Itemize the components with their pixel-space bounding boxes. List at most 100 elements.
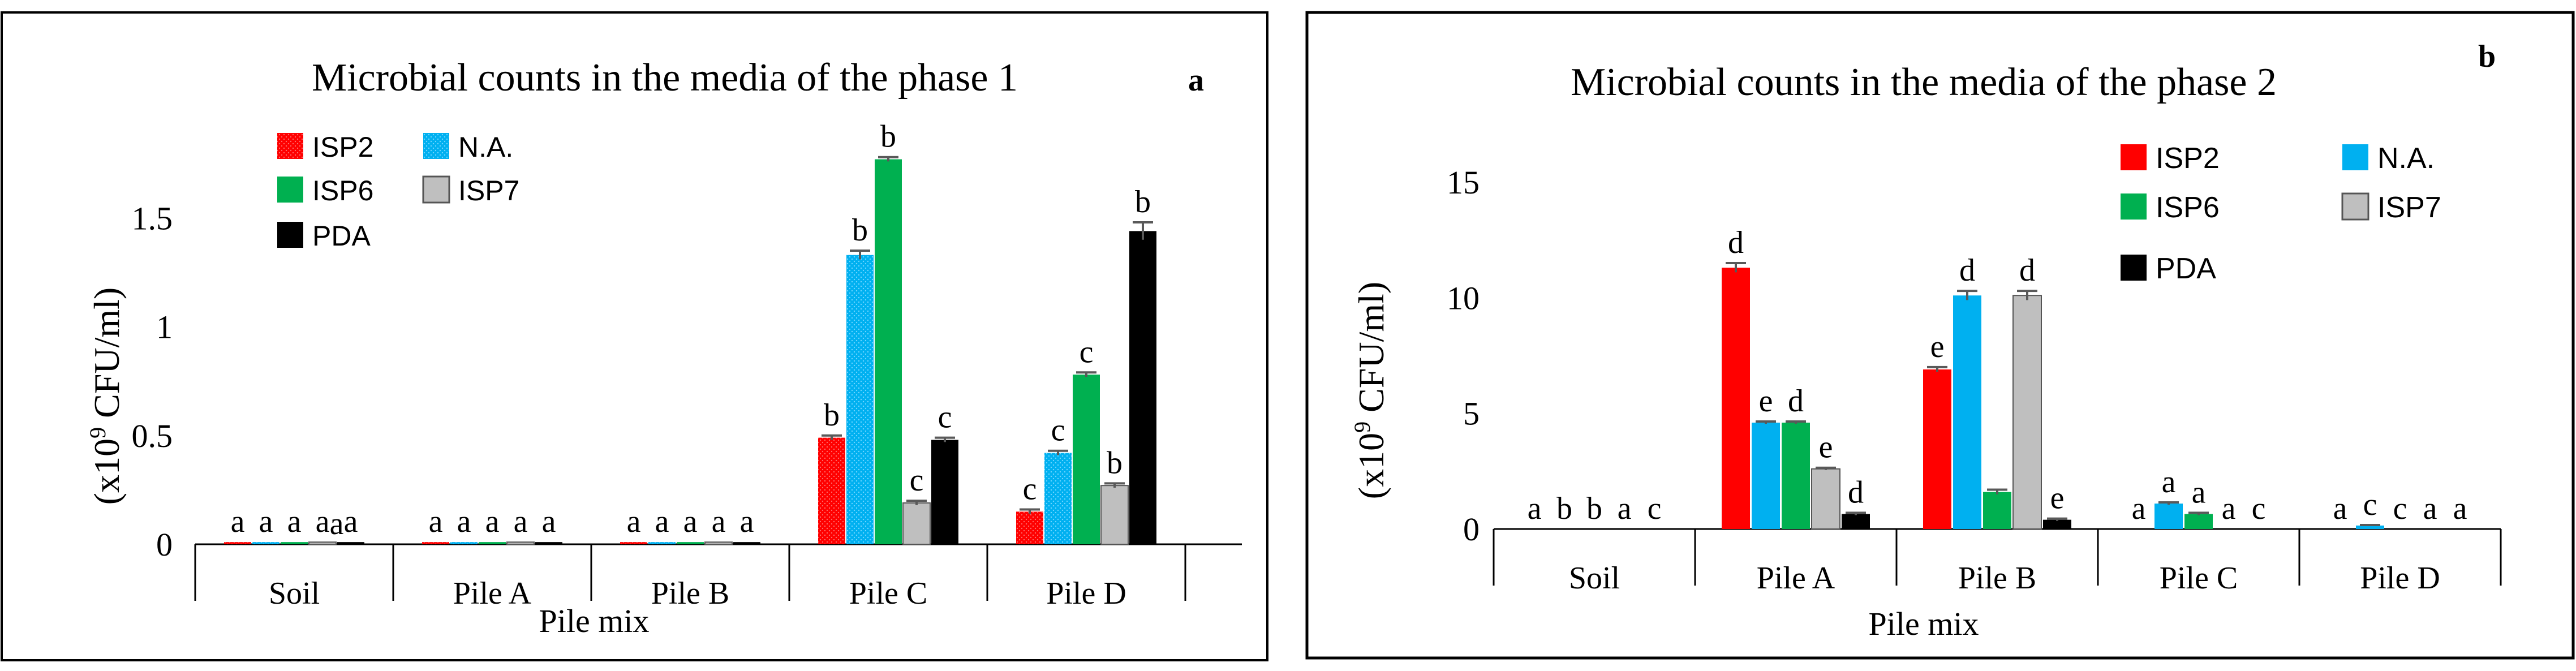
chart-a-significance-letter: a xyxy=(655,504,669,539)
chart-a-bar-isp6-pile-d xyxy=(1073,375,1100,544)
chart-a-bar-na.-pile-a xyxy=(450,542,478,544)
chart-b-legend-label-isp6: ISP6 xyxy=(2156,191,2220,224)
chart-b-bar-na.-pile-b xyxy=(1953,295,1981,529)
panel-a-x-axis-label: Pile mix xyxy=(539,603,650,639)
chart-b-significance-letter: c xyxy=(2393,491,2407,526)
chart-b-ytick-label: 10 xyxy=(1447,279,1480,316)
chart-a-significance-letter: a xyxy=(429,504,443,539)
chart-a-ytick-label: 1.5 xyxy=(132,200,173,236)
chart-b-significance-letter: e xyxy=(1819,430,1833,465)
chart-a-legend-swatch-na. xyxy=(423,133,449,159)
chart-b-significance-letter: d xyxy=(1848,475,1864,510)
panel-a-title: Microbial counts in the media of the pha… xyxy=(312,56,1018,100)
chart-b-bar-isp6-pile-b xyxy=(1983,492,2011,529)
chart-b-significance-letter: a xyxy=(1528,491,1542,526)
chart-b-significance-letter: e xyxy=(1930,329,1945,364)
chart-b-category-label: Pile B xyxy=(1958,561,2036,596)
chart-b-ytick-label: 0 xyxy=(1463,511,1480,548)
chart-a-significance-letter: a xyxy=(231,504,245,539)
chart-a-significance-letter: a xyxy=(683,504,698,539)
chart-b-legend-label-isp2: ISP2 xyxy=(2156,142,2220,175)
chart-a-legend-label-isp7: ISP7 xyxy=(458,175,519,207)
chart-b-bar-isp7-pile-b xyxy=(2012,295,2042,530)
panel-a-label: a xyxy=(1188,63,1204,98)
chart-b-significance-letter: a xyxy=(2222,491,2236,526)
chart-a-significance-letter: b xyxy=(880,119,896,154)
chart-a-legend-swatch-isp2 xyxy=(277,133,303,159)
chart-a-ytick-label: 0 xyxy=(156,526,173,563)
chart-a-legend-swatch-pda xyxy=(277,222,303,248)
chart-a-significance-letter: a xyxy=(542,504,556,539)
chart-a-bar-isp7-pile-a xyxy=(506,541,535,545)
chart-b-category-label: Pile A xyxy=(1757,561,1835,596)
chart-b-significance-letter: a xyxy=(2453,491,2467,526)
chart-a-bar-na.-pile-b xyxy=(648,542,676,544)
chart-b-bar-na.-pile-c xyxy=(2154,504,2183,529)
chart-b-bar-pda-pile-b xyxy=(2043,519,2071,529)
chart-a-category-label: Pile A xyxy=(453,576,532,611)
panel-b-title: Microbial counts in the media of the pha… xyxy=(1571,61,2277,104)
chart-b-bar-pda-pile-a xyxy=(1842,514,1870,529)
chart-b-significance-letter: c xyxy=(1648,491,1662,526)
chart-a-bar-pda-soil xyxy=(337,542,364,544)
chart-a-significance-letter: c xyxy=(910,463,924,498)
chart-a-significance-letter: a xyxy=(712,504,726,539)
chart-a-category-label: Pile D xyxy=(1046,576,1126,611)
chart-b-significance-letter: e xyxy=(2050,481,2065,516)
chart-b-legend-swatch-isp7 xyxy=(2341,192,2369,221)
chart-b-significance-letter: a xyxy=(1618,491,1632,526)
chart-a-bar-isp2-pile-a xyxy=(422,542,449,544)
chart-b-significance-letter: e xyxy=(1759,384,1773,419)
chart-b-significance-letter: c xyxy=(2363,487,2377,522)
chart-b-significance-letter: d xyxy=(1959,253,1975,288)
chart-a-bar-isp7-pile-d xyxy=(1100,485,1129,545)
chart-a-legend-label-na.: N.A. xyxy=(458,131,513,163)
chart-b-ytick-label: 5 xyxy=(1463,395,1480,432)
chart-a-bar-isp7-soil xyxy=(308,541,337,545)
chart-b-ytick-label: 15 xyxy=(1447,164,1480,201)
chart-a-bar-pda-pile-a xyxy=(535,542,562,544)
chart-b-significance-letter: a xyxy=(2333,491,2347,526)
chart-b-legend-label-pda: PDA xyxy=(2156,252,2216,285)
chart-a-bar-isp6-pile-a xyxy=(479,542,506,544)
chart-b-bar-isp6-pile-c xyxy=(2184,514,2213,529)
chart-a-significance-letter: a xyxy=(316,504,330,539)
chart-b-bar-isp6-pile-a xyxy=(1782,423,1810,529)
chart-b-significance-letter: a xyxy=(2162,464,2176,500)
chart-a-ytick-label: 1 xyxy=(156,309,173,346)
chart-b-legend-swatch-isp6 xyxy=(2121,193,2147,220)
chart-a-significance-letter: b xyxy=(1107,445,1123,480)
chart-b-significance-letter: b xyxy=(1556,491,1572,526)
chart-a-bar-na.-soil xyxy=(252,542,279,544)
chart-a-bar-isp2-pile-d xyxy=(1016,511,1043,544)
chart-b-significance-letter: d xyxy=(2019,253,2035,288)
chart-a-bar-na.-pile-d xyxy=(1044,453,1072,544)
chart-a-legend-label-isp6: ISP6 xyxy=(312,175,373,207)
chart-a-category-label: Soil xyxy=(269,576,320,611)
chart-a-significance-letter: a xyxy=(485,504,500,539)
chart-b-category-label: Pile D xyxy=(2360,561,2440,596)
chart-a-significance-letter: a xyxy=(330,506,344,541)
chart-a-bar-isp6-pile-c xyxy=(875,159,902,544)
chart-a-significance-letter: b xyxy=(852,213,868,248)
chart-a-significance-letter: a xyxy=(344,504,358,539)
chart-a-bar-isp2-soil xyxy=(224,542,251,544)
chart-a-bar-isp2-pile-c xyxy=(818,437,845,544)
chart-a-legend-label-isp2: ISP2 xyxy=(312,131,373,163)
chart-b-significance-letter: a xyxy=(2192,475,2206,510)
chart-a-significance-letter: a xyxy=(740,504,754,539)
chart-b-legend-swatch-pda xyxy=(2121,255,2147,281)
chart-b-bar-isp2-pile-b xyxy=(1923,369,1951,529)
panel-b-label: b xyxy=(2478,39,2496,74)
chart-b-significance-letter: d xyxy=(1728,225,1744,260)
chart-a-bar-pda-pile-c xyxy=(931,440,958,544)
chart-a-legend-label-pda: PDA xyxy=(312,220,371,252)
chart-a-bar-isp6-soil xyxy=(281,542,308,544)
chart-a-significance-letter: b xyxy=(1135,184,1151,220)
chart-a-significance-letter: a xyxy=(259,504,273,539)
panel-a-y-axis-label: (x109 CFU/ml) xyxy=(85,287,127,505)
chart-a-bar-isp7-pile-b xyxy=(704,541,733,545)
chart-b-bar-isp7-pile-a xyxy=(1811,468,1840,530)
chart-a-bar-na.-pile-c xyxy=(846,255,874,544)
